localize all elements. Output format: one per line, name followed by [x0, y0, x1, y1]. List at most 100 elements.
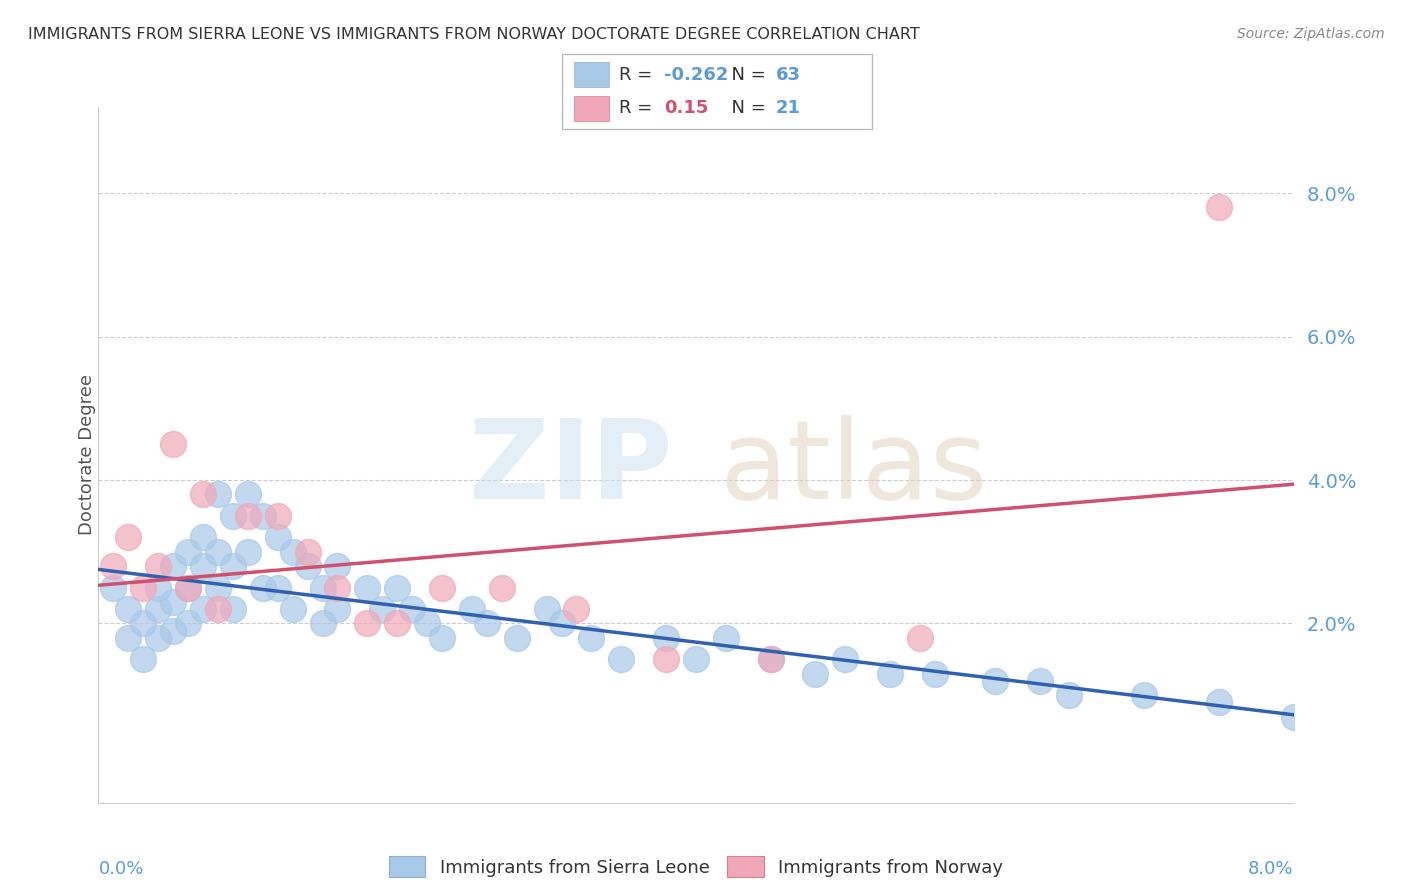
Point: [207, 487, 229, 501]
Point: [117, 631, 139, 645]
Point: [685, 652, 707, 666]
Point: [371, 602, 394, 616]
Point: [252, 581, 274, 595]
Point: [281, 545, 304, 559]
Point: [311, 616, 333, 631]
Point: [536, 602, 558, 616]
Point: [162, 624, 184, 638]
Point: [356, 616, 378, 631]
Point: [222, 508, 245, 523]
Y-axis label: Doctorate Degree: Doctorate Degree: [79, 375, 96, 535]
Text: IMMIGRANTS FROM SIERRA LEONE VS IMMIGRANTS FROM NORWAY DOCTORATE DEGREE CORRELAT: IMMIGRANTS FROM SIERRA LEONE VS IMMIGRAN…: [28, 27, 920, 42]
Point: [491, 581, 513, 595]
Point: [148, 559, 170, 574]
Point: [236, 545, 259, 559]
Point: [236, 508, 259, 523]
Text: 0.15: 0.15: [664, 99, 709, 117]
Point: [162, 595, 184, 609]
Point: [207, 581, 229, 595]
Point: [610, 652, 633, 666]
Point: [430, 581, 453, 595]
Point: [103, 581, 125, 595]
Point: [550, 616, 572, 631]
Point: [759, 652, 782, 666]
Point: [1282, 710, 1305, 724]
Point: [148, 581, 170, 595]
Point: [267, 508, 290, 523]
Point: [132, 652, 155, 666]
Text: 8.0%: 8.0%: [1249, 860, 1294, 879]
Point: [759, 652, 782, 666]
Text: 63: 63: [776, 66, 801, 84]
Point: [162, 559, 184, 574]
Point: [177, 581, 200, 595]
Point: [191, 530, 214, 544]
Text: 21: 21: [776, 99, 801, 117]
Point: [177, 545, 200, 559]
Point: [1208, 695, 1230, 709]
Point: [148, 631, 170, 645]
Point: [326, 581, 349, 595]
Point: [983, 673, 1005, 688]
Point: [132, 616, 155, 631]
Legend: Immigrants from Sierra Leone, Immigrants from Norway: Immigrants from Sierra Leone, Immigrants…: [389, 856, 1002, 877]
Point: [1133, 688, 1156, 702]
Text: R =: R =: [619, 66, 658, 84]
Text: N =: N =: [720, 99, 772, 117]
Point: [356, 581, 378, 595]
Point: [401, 602, 423, 616]
Point: [311, 581, 333, 595]
Text: R =: R =: [619, 99, 664, 117]
Point: [148, 602, 170, 616]
Point: [297, 559, 319, 574]
Point: [191, 602, 214, 616]
Point: [879, 666, 901, 681]
Point: [252, 508, 274, 523]
Point: [908, 631, 931, 645]
Point: [297, 545, 319, 559]
Point: [804, 666, 827, 681]
Point: [281, 602, 304, 616]
Point: [236, 487, 259, 501]
Point: [506, 631, 529, 645]
Point: [222, 559, 245, 574]
Text: -0.262: -0.262: [664, 66, 728, 84]
Point: [177, 581, 200, 595]
Point: [581, 631, 603, 645]
Point: [222, 602, 245, 616]
Point: [162, 437, 184, 451]
Point: [207, 602, 229, 616]
Point: [430, 631, 453, 645]
Point: [1208, 201, 1230, 215]
Text: Source: ZipAtlas.com: Source: ZipAtlas.com: [1237, 27, 1385, 41]
Point: [117, 602, 139, 616]
Text: atlas: atlas: [720, 416, 988, 523]
Point: [416, 616, 439, 631]
Point: [1059, 688, 1081, 702]
Point: [834, 652, 856, 666]
Point: [326, 602, 349, 616]
Point: [326, 559, 349, 574]
Point: [714, 631, 737, 645]
Text: ZIP: ZIP: [468, 416, 672, 523]
Point: [461, 602, 484, 616]
Text: N =: N =: [720, 66, 772, 84]
Point: [191, 559, 214, 574]
Point: [385, 581, 409, 595]
Point: [117, 530, 139, 544]
Point: [267, 530, 290, 544]
Point: [177, 616, 200, 631]
Point: [565, 602, 588, 616]
Point: [385, 616, 409, 631]
Point: [207, 545, 229, 559]
Point: [1028, 673, 1050, 688]
Point: [103, 559, 125, 574]
Point: [924, 666, 946, 681]
Point: [655, 631, 678, 645]
Point: [475, 616, 498, 631]
Point: [132, 581, 155, 595]
Text: 0.0%: 0.0%: [98, 860, 143, 879]
Point: [191, 487, 214, 501]
Point: [267, 581, 290, 595]
Point: [655, 652, 678, 666]
